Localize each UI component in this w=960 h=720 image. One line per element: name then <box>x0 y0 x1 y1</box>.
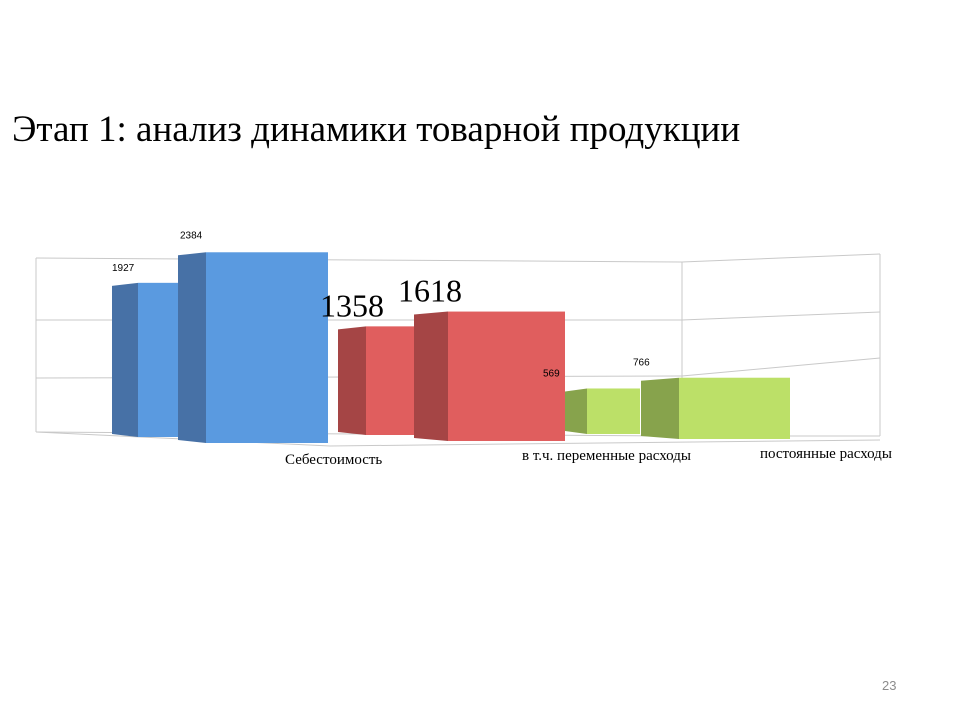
bar-side-0-1 <box>178 252 206 443</box>
data-label-1-0: 1358 <box>320 287 384 323</box>
data-label-2-1: 766 <box>633 358 650 369</box>
page-title: Этап 1: анализ динамики товарной продукц… <box>12 109 741 150</box>
gridline-1 <box>681 253 881 263</box>
data-label-2-0: 569 <box>543 368 560 379</box>
gridline-0 <box>35 257 683 263</box>
bar-side-2-0 <box>565 388 587 434</box>
bar-side-2-1 <box>641 377 679 439</box>
bar-1-1 <box>448 311 565 441</box>
gridline-3 <box>681 311 881 321</box>
bar-2-0 <box>587 388 640 434</box>
category-label-1: в т.ч. переменные расходы <box>522 448 691 464</box>
gridline-5 <box>681 357 881 377</box>
bar-side-1-1 <box>414 311 448 441</box>
gridline-12 <box>329 439 881 447</box>
bar-0-0 <box>138 282 178 437</box>
chart-category-labels: Себестоимость в т.ч. переменные расходы по… <box>285 446 892 468</box>
category-label-2: постоянные расходы <box>760 446 892 462</box>
page-number: 23 <box>882 678 897 693</box>
bar-2-1 <box>679 377 790 439</box>
chart-bars <box>112 252 790 443</box>
chart-data-labels: 1927 2384 1358 1618 569 766 <box>112 230 650 379</box>
bar-0-1 <box>206 252 328 443</box>
bar-side-0-0 <box>112 282 138 437</box>
data-label-0-0: 1927 <box>112 263 135 274</box>
category-label-0: Себестоимость <box>285 452 382 468</box>
data-label-1-1: 1618 <box>398 273 462 309</box>
data-label-0-1: 2384 <box>180 230 203 241</box>
bar-1-0 <box>366 326 416 435</box>
bar-side-1-0 <box>338 326 366 435</box>
